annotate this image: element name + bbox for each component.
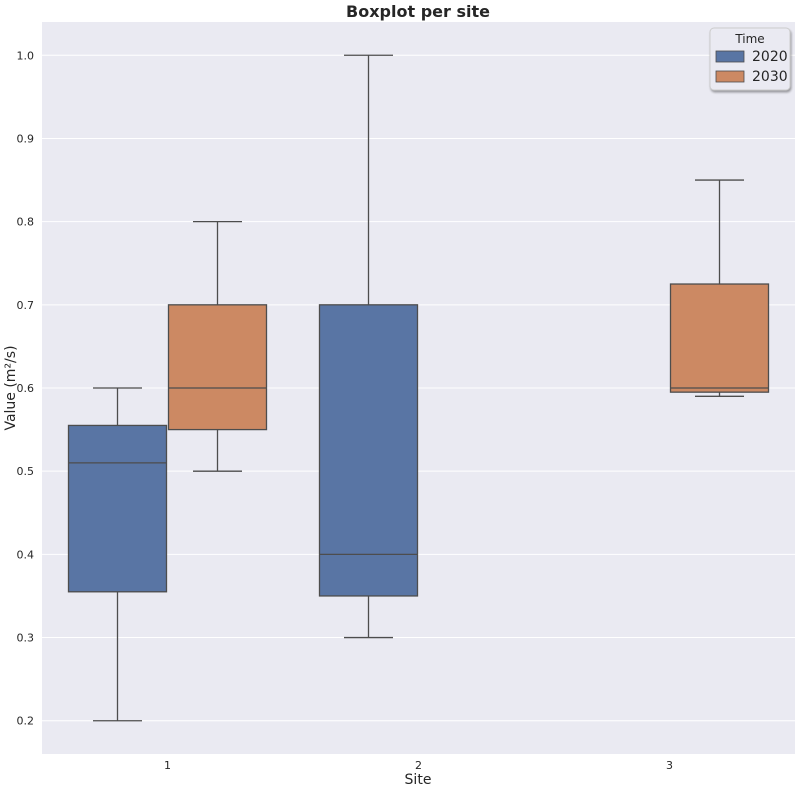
box-body [167, 304, 268, 431]
x-tick-label: 1 [164, 759, 171, 772]
x-tick-label: 2 [415, 759, 422, 772]
x-tick-labels: 1 2 3 [164, 759, 673, 772]
box-2020-site-2 [318, 54, 419, 639]
legend-swatch-2020 [715, 50, 745, 63]
boxes-layer [67, 54, 770, 722]
y-tick-label: 0.6 [17, 382, 35, 395]
legend-swatch-2030 [715, 70, 745, 83]
y-tick-label: 0.5 [17, 465, 35, 478]
legend-label-2020: 2020 [752, 49, 788, 65]
box-body [318, 304, 419, 597]
chart-title: Boxplot per site [346, 2, 490, 21]
box-2030-site-1 [167, 220, 268, 472]
y-tick-labels: 0.2 0.3 0.4 0.5 0.6 0.7 0.8 0.9 1.0 [17, 49, 35, 727]
y-tick-label: 0.9 [17, 132, 35, 145]
y-tick-label: 0.2 [17, 715, 35, 728]
y-tick-label: 0.4 [17, 548, 35, 561]
box-body [67, 424, 168, 593]
legend: Time 2020 2030 [709, 27, 791, 91]
y-axis-title: Value (m²/s) [3, 345, 19, 430]
box-body [669, 283, 770, 393]
x-tick-label: 3 [666, 759, 673, 772]
y-tick-label: 1.0 [17, 49, 35, 62]
y-tick-label: 0.7 [17, 299, 35, 312]
y-tick-label: 0.3 [17, 632, 35, 645]
legend-label-2030: 2030 [752, 69, 788, 85]
y-gridlines [42, 54, 795, 722]
box-2020-site-1 [67, 387, 168, 722]
x-axis-title: Site [405, 772, 432, 788]
y-tick-label: 0.8 [17, 216, 35, 229]
legend-title: Time [734, 32, 764, 46]
box-2030-site-3 [669, 179, 770, 397]
